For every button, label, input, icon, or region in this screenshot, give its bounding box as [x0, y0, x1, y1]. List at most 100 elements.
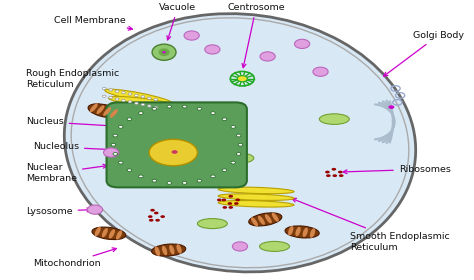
Ellipse shape [222, 169, 227, 172]
Ellipse shape [236, 199, 240, 201]
Ellipse shape [218, 200, 294, 207]
Ellipse shape [152, 44, 176, 60]
Ellipse shape [115, 90, 119, 92]
Ellipse shape [108, 110, 179, 118]
Ellipse shape [121, 158, 152, 169]
Ellipse shape [169, 245, 174, 255]
Ellipse shape [88, 104, 120, 118]
Ellipse shape [288, 226, 293, 235]
Ellipse shape [122, 92, 126, 94]
Ellipse shape [167, 105, 172, 108]
Ellipse shape [237, 134, 241, 137]
Ellipse shape [152, 244, 186, 256]
Ellipse shape [109, 89, 112, 91]
Ellipse shape [228, 195, 233, 198]
Ellipse shape [103, 107, 111, 116]
Text: Lysosome: Lysosome [26, 207, 91, 216]
Ellipse shape [95, 227, 101, 236]
Ellipse shape [138, 175, 143, 178]
Ellipse shape [109, 229, 115, 239]
Text: Centrosome: Centrosome [228, 3, 285, 68]
Ellipse shape [221, 199, 226, 201]
Ellipse shape [128, 93, 132, 95]
Ellipse shape [217, 199, 221, 201]
Ellipse shape [155, 246, 160, 256]
Text: Mitochondrion: Mitochondrion [34, 248, 116, 269]
Ellipse shape [294, 39, 310, 48]
Ellipse shape [172, 150, 178, 154]
Ellipse shape [162, 51, 166, 53]
Ellipse shape [116, 230, 122, 240]
Ellipse shape [251, 217, 258, 227]
Ellipse shape [90, 103, 98, 112]
Ellipse shape [218, 187, 294, 194]
Ellipse shape [109, 97, 178, 108]
Ellipse shape [237, 153, 241, 155]
Ellipse shape [158, 48, 170, 56]
Ellipse shape [249, 213, 282, 226]
Ellipse shape [222, 118, 227, 121]
Ellipse shape [154, 99, 158, 101]
Ellipse shape [111, 143, 116, 146]
Ellipse shape [122, 99, 126, 102]
Ellipse shape [258, 216, 265, 225]
Ellipse shape [118, 125, 123, 128]
Ellipse shape [182, 181, 187, 184]
Ellipse shape [205, 45, 220, 54]
Text: Cell Membrane: Cell Membrane [54, 16, 132, 30]
Text: Nuclear
Membrane: Nuclear Membrane [26, 164, 107, 183]
Ellipse shape [302, 227, 308, 237]
Ellipse shape [260, 52, 275, 61]
Ellipse shape [319, 114, 349, 124]
Ellipse shape [87, 205, 103, 214]
Ellipse shape [228, 206, 233, 209]
Ellipse shape [197, 179, 202, 182]
Ellipse shape [141, 104, 145, 106]
Ellipse shape [260, 241, 290, 251]
Ellipse shape [147, 105, 151, 107]
Text: Nucleolus: Nucleolus [33, 143, 169, 154]
Ellipse shape [388, 105, 394, 109]
Ellipse shape [135, 94, 138, 97]
Ellipse shape [92, 227, 126, 240]
Ellipse shape [154, 212, 158, 214]
Ellipse shape [211, 175, 215, 178]
Ellipse shape [265, 214, 272, 223]
Ellipse shape [149, 219, 154, 222]
Text: Golgi Body: Golgi Body [383, 31, 464, 76]
Ellipse shape [238, 143, 243, 146]
Ellipse shape [102, 228, 108, 237]
Ellipse shape [110, 104, 181, 113]
Ellipse shape [313, 67, 328, 76]
Ellipse shape [326, 174, 331, 177]
Ellipse shape [339, 174, 344, 177]
Ellipse shape [234, 202, 238, 205]
Ellipse shape [221, 153, 254, 164]
Ellipse shape [285, 226, 319, 238]
Ellipse shape [152, 179, 157, 182]
Ellipse shape [218, 194, 294, 200]
FancyBboxPatch shape [107, 102, 247, 187]
Ellipse shape [332, 174, 337, 177]
Ellipse shape [105, 89, 173, 104]
Ellipse shape [182, 105, 187, 108]
Ellipse shape [228, 202, 232, 205]
Ellipse shape [310, 228, 315, 238]
Ellipse shape [141, 96, 145, 98]
Ellipse shape [295, 227, 301, 236]
Ellipse shape [147, 97, 151, 99]
Text: Nucleus: Nucleus [26, 117, 135, 129]
Ellipse shape [231, 125, 236, 128]
Ellipse shape [176, 244, 182, 254]
Ellipse shape [102, 95, 106, 97]
Ellipse shape [237, 76, 247, 82]
Ellipse shape [167, 181, 172, 184]
Ellipse shape [148, 215, 153, 218]
Ellipse shape [102, 87, 106, 90]
Ellipse shape [64, 14, 416, 272]
Ellipse shape [113, 153, 118, 155]
Text: Vacuole: Vacuole [159, 3, 196, 40]
Ellipse shape [113, 134, 118, 137]
Ellipse shape [160, 215, 165, 218]
Ellipse shape [332, 168, 336, 171]
